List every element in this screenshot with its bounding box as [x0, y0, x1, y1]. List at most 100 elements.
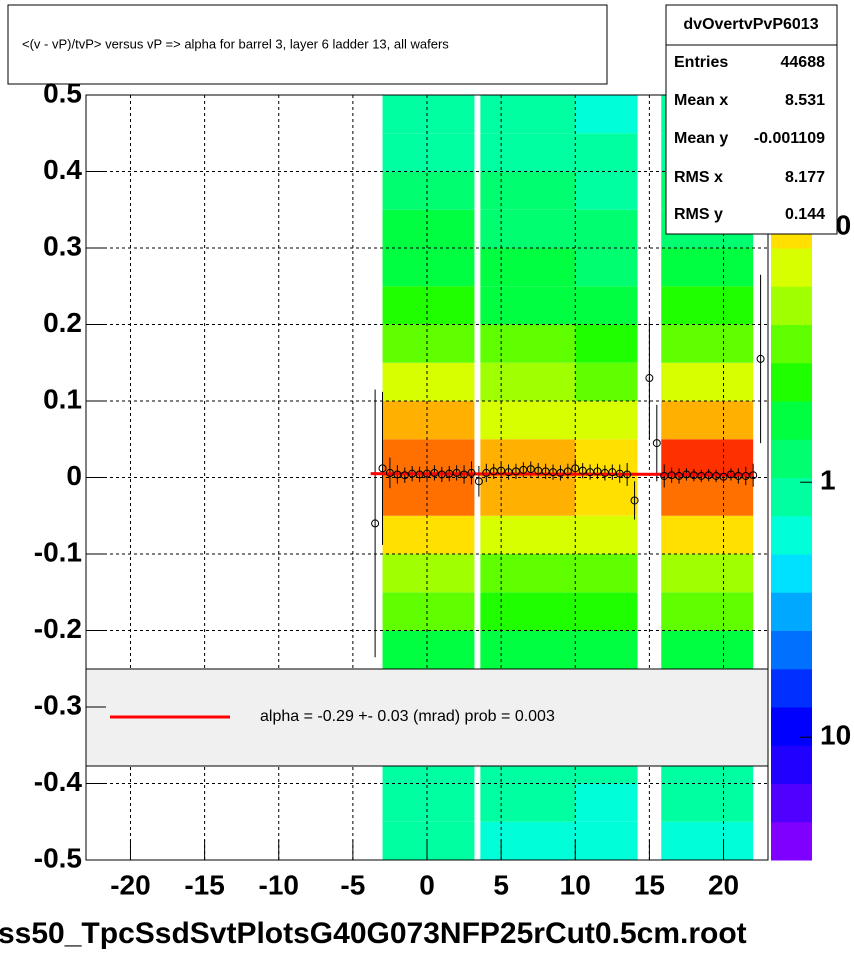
palette-swatch: [771, 362, 812, 402]
palette-swatch: [771, 592, 812, 631]
heatmap-cell: [575, 439, 638, 478]
profile-point: [385, 468, 394, 477]
heatmap-cell: [382, 477, 475, 516]
heatmap-cell: [480, 248, 576, 287]
stats-label: RMS y: [674, 206, 723, 223]
heatmap-cell: [480, 630, 576, 669]
stats-label: Entries: [674, 54, 728, 71]
legend: alpha = -0.29 +- 0.03 (mrad) prob = 0.00…: [85, 668, 769, 767]
x-tick-label: -5: [340, 869, 365, 900]
heatmap-cell: [382, 171, 475, 210]
heatmap-cell: [382, 821, 475, 860]
heatmap-cell: [382, 783, 475, 822]
y-tick-label: 0.1: [43, 383, 82, 414]
profile-point: [474, 477, 483, 486]
profile-point: [378, 464, 387, 473]
heatmap-cell: [661, 477, 754, 516]
x-tick-label: 20: [708, 869, 739, 900]
stats-value: 8.177: [785, 169, 825, 186]
profile-point: [578, 466, 587, 475]
stats-title: dvOvertvPvP6013: [683, 16, 818, 33]
z-tick-label: 1: [820, 465, 836, 496]
heatmap-cell: [575, 630, 638, 669]
profile-point: [571, 464, 580, 473]
heatmap-cell: [382, 133, 475, 172]
heatmap-cell: [382, 362, 475, 401]
stats-value: 0.144: [785, 206, 825, 223]
profile-point: [497, 466, 506, 475]
y-tick-label: -0.2: [34, 613, 82, 644]
palette-swatch: [771, 783, 812, 823]
heatmap-cell: [382, 324, 475, 363]
heatmap-cell: [575, 477, 638, 516]
y-tick-label: 0: [66, 460, 82, 491]
profile-point: [430, 468, 439, 477]
heatmap-cell: [382, 554, 475, 593]
palette-swatch: [771, 554, 812, 593]
heatmap-cell: [480, 209, 576, 248]
profile-point: [371, 519, 380, 528]
profile-point: [563, 467, 572, 476]
heatmap-cell: [382, 630, 475, 669]
heatmap-cell: [661, 554, 754, 593]
stats-label: RMS x: [674, 169, 723, 186]
heatmap-cell: [480, 324, 576, 363]
palette-swatch: [771, 439, 812, 478]
heatmap-cell: [480, 592, 576, 631]
title-frame: [7, 4, 608, 85]
y-tick-label: -0.5: [34, 842, 82, 873]
stats-label: Mean x: [674, 92, 728, 109]
profile-point: [467, 468, 476, 477]
heatmap-cell: [575, 248, 638, 287]
heatmap-cell: [480, 477, 576, 516]
heatmap-cell: [661, 515, 754, 554]
heatmap-cell: [661, 362, 754, 401]
heatmap-cell: [575, 362, 638, 401]
heatmap-cell: [480, 401, 576, 440]
palette-swatch: [771, 821, 812, 861]
heatmap-cell: [575, 783, 638, 822]
heatmap-cell: [480, 95, 576, 134]
heatmap-cell: [480, 783, 576, 822]
profile-point: [675, 471, 684, 480]
stats-label: Mean y: [674, 130, 728, 147]
profile-point: [645, 374, 654, 383]
heatmap-cell: [575, 554, 638, 593]
y-tick-label: 0.5: [43, 77, 82, 108]
heatmap-cell: [382, 592, 475, 631]
heatmap-cell: [575, 209, 638, 248]
palette-swatch: [771, 668, 812, 708]
profile-point: [756, 354, 765, 363]
profile-point: [726, 470, 735, 479]
heatmap-cell: [480, 362, 576, 401]
profile-point: [623, 470, 632, 479]
palette-swatch: [771, 477, 812, 517]
y-tick-label: 0.3: [43, 230, 82, 261]
palette-swatch: [771, 745, 812, 784]
x-tick-label: 0: [419, 869, 435, 900]
heatmap-cell: [661, 324, 754, 363]
heatmap-cell: [382, 515, 475, 554]
heatmap-cell: [575, 821, 638, 860]
heatmap-cell: [661, 630, 754, 669]
profile-point: [630, 496, 639, 505]
heatmap-cell: [480, 515, 576, 554]
heatmap-cell: [661, 783, 754, 822]
heatmap-cell: [575, 95, 638, 134]
stats-value: 8.531: [785, 92, 825, 109]
profile-point: [652, 439, 661, 448]
heatmap-cell: [575, 133, 638, 172]
heatmap-cell: [382, 401, 475, 440]
palette-swatch: [771, 707, 812, 746]
palette-swatch: [771, 515, 812, 555]
heatmap-cell: [575, 171, 638, 210]
heatmap-cell: [661, 286, 754, 325]
palette-swatch: [771, 401, 812, 440]
palette-swatch: [771, 248, 812, 287]
z-tick-label: 10: [820, 720, 851, 751]
y-tick-label: 0.2: [43, 307, 82, 338]
heatmap-cell: [480, 821, 576, 860]
profile-point: [452, 468, 461, 477]
heatmap-cell: [480, 171, 576, 210]
